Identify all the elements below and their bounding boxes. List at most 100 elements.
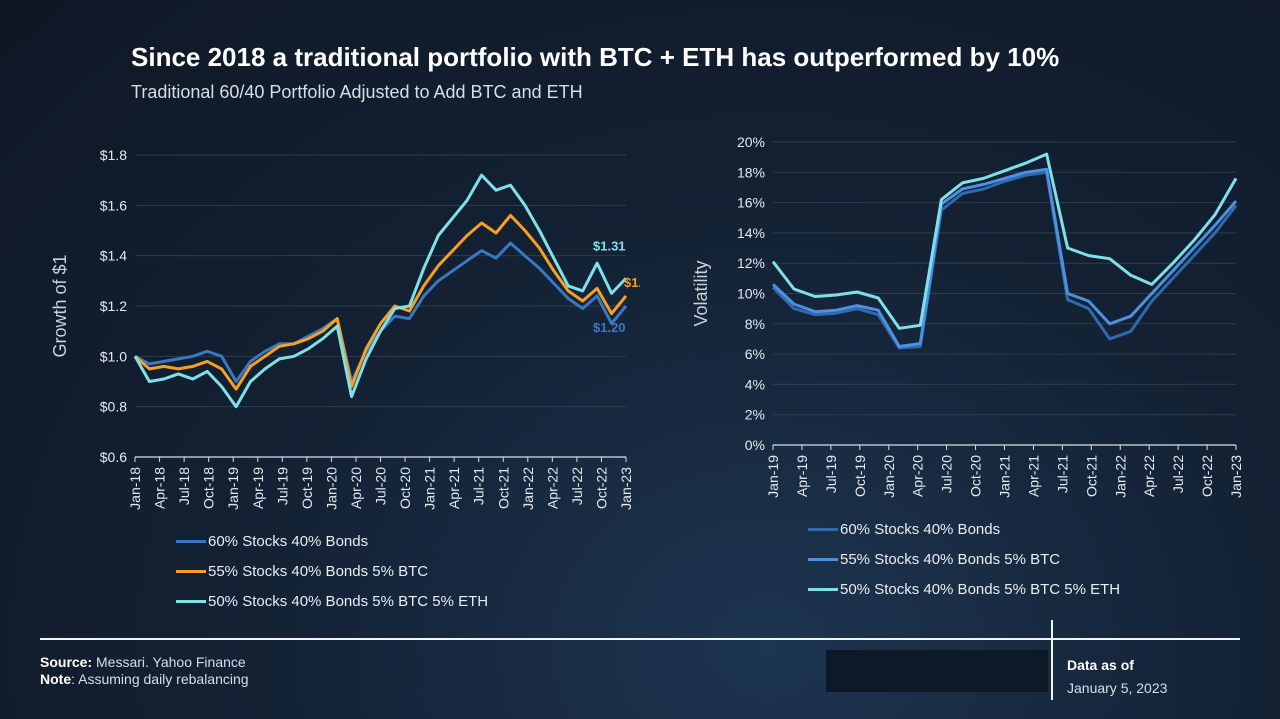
- legend-item-btc-eth: 50% Stocks 40% Bonds 5% BTC 5% ETH: [808, 574, 1120, 604]
- legend-item-btc: 55% Stocks 40% Bonds 5% BTC: [176, 556, 488, 586]
- x-tick-label: Jul-19: [823, 455, 839, 493]
- x-tick-label: Apr-21: [1025, 455, 1041, 497]
- y-tick-label: $1.0: [100, 348, 127, 364]
- x-tick-label: Jan-18: [127, 467, 143, 510]
- x-tick-label: Jan-22: [520, 467, 536, 510]
- x-tick-label: Oct-18: [201, 467, 217, 509]
- volatility-legend: 60% Stocks 40% Bonds 55% Stocks 40% Bond…: [808, 514, 1120, 604]
- legend-swatch: [176, 599, 206, 603]
- legend-swatch: [176, 539, 206, 543]
- x-tick-label: Jan-19: [225, 467, 241, 510]
- page-subtitle: Traditional 60/40 Portfolio Adjusted to …: [131, 82, 583, 102]
- x-tick-label: Jan-23: [1228, 455, 1244, 498]
- y-tick-label: 2%: [745, 407, 765, 423]
- x-tick-label: Apr-22: [1141, 455, 1157, 497]
- series-end-label: $1.20: [593, 320, 626, 335]
- legend-label: 55% Stocks 40% Bonds 5% BTC: [208, 562, 429, 580]
- x-tick-label: Oct-19: [852, 455, 868, 497]
- legend-swatch: [808, 527, 838, 531]
- y-tick-label: 16%: [737, 195, 765, 211]
- series-line-2: [134, 213, 628, 391]
- volatility-chart: 0% 2% 4% 6% 8% 10% 12% 14% 16% 18% 20% Jan-19 Apr-19…: [691, 134, 1244, 498]
- x-tick-label: Apr-18: [152, 467, 168, 509]
- legend-item-btc-eth: 50% Stocks 40% Bonds 5% BTC 5% ETH: [176, 586, 488, 616]
- x-tick-label: Apr-22: [544, 467, 560, 509]
- x-tick-label: Jul-19: [274, 467, 290, 505]
- y-axis-label: Growth of $1: [50, 254, 70, 357]
- x-tick-label: Apr-20: [910, 455, 926, 497]
- x-tick-label: Oct-22: [593, 467, 609, 509]
- x-tick-label: Jul-20: [939, 455, 955, 493]
- x-tick-label: Apr-19: [250, 467, 266, 509]
- footer-divider: [40, 638, 1240, 640]
- legend-label: 55% Stocks 40% Bonds 5% BTC: [840, 550, 1061, 568]
- legend-label: 60% Stocks 40% Bonds: [840, 520, 1001, 538]
- x-tick-label: Jan-20: [323, 467, 339, 510]
- legend-label: 60% Stocks 40% Bonds: [208, 532, 369, 550]
- x-tick-label: Jul-22: [569, 467, 585, 505]
- series-line-3: [133, 173, 628, 409]
- x-tick-label: Oct-22: [1199, 455, 1215, 497]
- x-tick-label: Oct-20: [397, 467, 413, 509]
- series-line-3: [771, 152, 1238, 330]
- x-tick-label: Jan-21: [997, 455, 1013, 498]
- x-tick-label: Jan-21: [422, 467, 438, 510]
- footer-panel: [826, 650, 1048, 692]
- x-tick-label: Apr-20: [348, 467, 364, 509]
- x-tick-label: Jul-21: [1054, 455, 1070, 493]
- x-tick-label: Oct-21: [495, 467, 511, 509]
- y-tick-label: 4%: [745, 376, 765, 392]
- growth-legend: 60% Stocks 40% Bonds 55% Stocks 40% Bond…: [176, 526, 488, 616]
- x-tick-label: Oct-19: [299, 467, 315, 509]
- y-tick-label: $1.8: [100, 147, 127, 163]
- x-tick-label: Oct-21: [1083, 455, 1099, 497]
- x-tick-label: Jul-18: [176, 467, 192, 505]
- x-tick-label: Jan-20: [881, 455, 897, 498]
- note-text: : Assuming daily rebalancing: [71, 671, 249, 687]
- y-tick-label: $1.6: [100, 197, 127, 213]
- legend-item-60-40: 60% Stocks 40% Bonds: [176, 526, 488, 556]
- source-line: Source: Messari. Yahoo Finance: [40, 654, 249, 671]
- y-tick-label: 0%: [745, 437, 765, 453]
- legend-swatch: [808, 587, 838, 591]
- x-tick-label: Oct-20: [968, 455, 984, 497]
- asof-date: January 5, 2023: [1067, 680, 1168, 696]
- legend-item-60-40: 60% Stocks 40% Bonds: [808, 514, 1120, 544]
- series-line-1: [771, 170, 1238, 350]
- y-tick-label: 6%: [745, 346, 765, 362]
- legend-swatch: [176, 569, 206, 573]
- y-tick-label: $1.4: [100, 248, 127, 264]
- y-tick-label: $1.2: [100, 298, 127, 314]
- y-tick-label: 8%: [745, 316, 765, 332]
- x-tick-label: Jul-21: [471, 467, 487, 505]
- legend-label: 50% Stocks 40% Bonds 5% BTC 5% ETH: [840, 580, 1121, 598]
- series-line-2: [771, 167, 1238, 348]
- source-label: Source:: [40, 654, 93, 670]
- legend-swatch: [808, 557, 838, 561]
- series-end-label: $1.24: [624, 275, 640, 290]
- series-end-label: $1.31: [593, 238, 626, 253]
- x-tick-label: Apr-21: [446, 467, 462, 509]
- x-tick-label: Apr-19: [794, 455, 810, 497]
- y-tick-label: 14%: [737, 225, 765, 241]
- footer-vertical-divider: [1051, 620, 1053, 700]
- data-as-of: Data as of January 5, 2023: [1067, 654, 1167, 700]
- source-text: Messari. Yahoo Finance: [92, 654, 246, 670]
- note-label: Note: [40, 671, 72, 687]
- y-tick-label: 10%: [737, 286, 765, 302]
- x-tick-label: Jan-19: [765, 455, 781, 498]
- legend-item-btc: 55% Stocks 40% Bonds 5% BTC: [808, 544, 1120, 574]
- note-line: Note: Assuming daily rebalancing: [40, 671, 249, 688]
- y-tick-label: 18%: [737, 164, 765, 180]
- asof-label: Data as of: [1067, 657, 1134, 673]
- x-tick-label: Jul-20: [373, 467, 389, 505]
- source-note: Source: Messari. Yahoo Finance Note: Ass…: [40, 654, 249, 688]
- x-tick-label: Jan-22: [1112, 455, 1128, 498]
- page-title: Since 2018 a traditional portfolio with …: [131, 42, 1060, 72]
- y-tick-label: $0.6: [100, 449, 127, 465]
- growth-chart: $0.6 $0.8 $1.0 $1.2 $1.4 $1.6 $1.8 Jan-18 Apr-18…: [50, 147, 640, 510]
- x-tick-label: Jul-22: [1170, 455, 1186, 493]
- y-axis-label: Volatility: [691, 260, 711, 326]
- x-tick-label: Jan-23: [618, 467, 634, 510]
- y-tick-label: 20%: [737, 134, 765, 150]
